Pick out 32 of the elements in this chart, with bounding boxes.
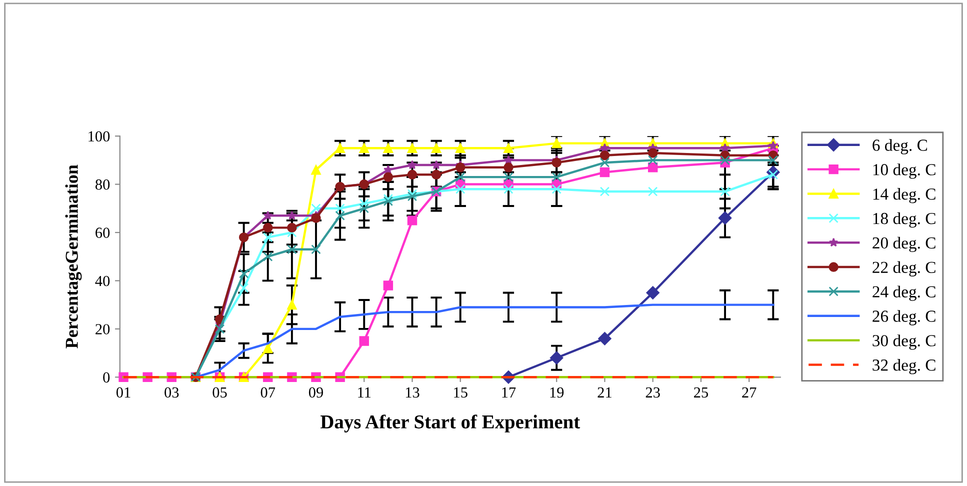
legend-label: 26 deg. C [872, 310, 936, 326]
x-tick-label: 11 [358, 387, 371, 398]
y-tick-label: 60 [96, 228, 110, 238]
x-tick-label: 05 [212, 387, 227, 398]
y-tick-label: 40 [95, 276, 110, 286]
y-tick-label: 20 [96, 324, 110, 334]
legend-label: 18 deg. C [873, 212, 936, 228]
x-tick-label: 09 [308, 387, 324, 398]
x-tick-label: 07 [260, 387, 276, 398]
x-tick-label: 23 [646, 387, 660, 398]
x-tick-label: 03 [164, 387, 179, 398]
x-tick-label: 19 [550, 387, 564, 398]
x-tick-label: 25 [694, 387, 708, 398]
legend-label: 14 deg. C [873, 188, 936, 204]
x-tick-label: 01 [116, 387, 130, 398]
legend-label: 6 deg. C [872, 139, 928, 154]
x-tick-label: 27 [742, 387, 756, 398]
legend-label: 30 deg. C [872, 334, 936, 350]
x-tick-label: 15 [454, 387, 468, 398]
y-tick-label: 80 [95, 179, 110, 190]
y-tick-label: 100 [88, 131, 110, 142]
legend-label: 24 deg. C [872, 286, 936, 301]
legend-label: 10 deg. C [873, 164, 936, 179]
legend-label: 20 deg. C [872, 236, 936, 252]
x-tick-label: 13 [406, 387, 420, 398]
x-tick-label: 21 [598, 387, 612, 398]
legend-label: 32 deg. C [872, 359, 936, 374]
x-tick-label: 17 [502, 387, 516, 398]
legend-label: 22 deg. C [872, 261, 936, 276]
y-axis-title: PercentageGermination [65, 164, 82, 348]
x-axis-title: Days After Start of Experiment [320, 414, 580, 432]
y-tick-label: 0 [103, 372, 110, 383]
